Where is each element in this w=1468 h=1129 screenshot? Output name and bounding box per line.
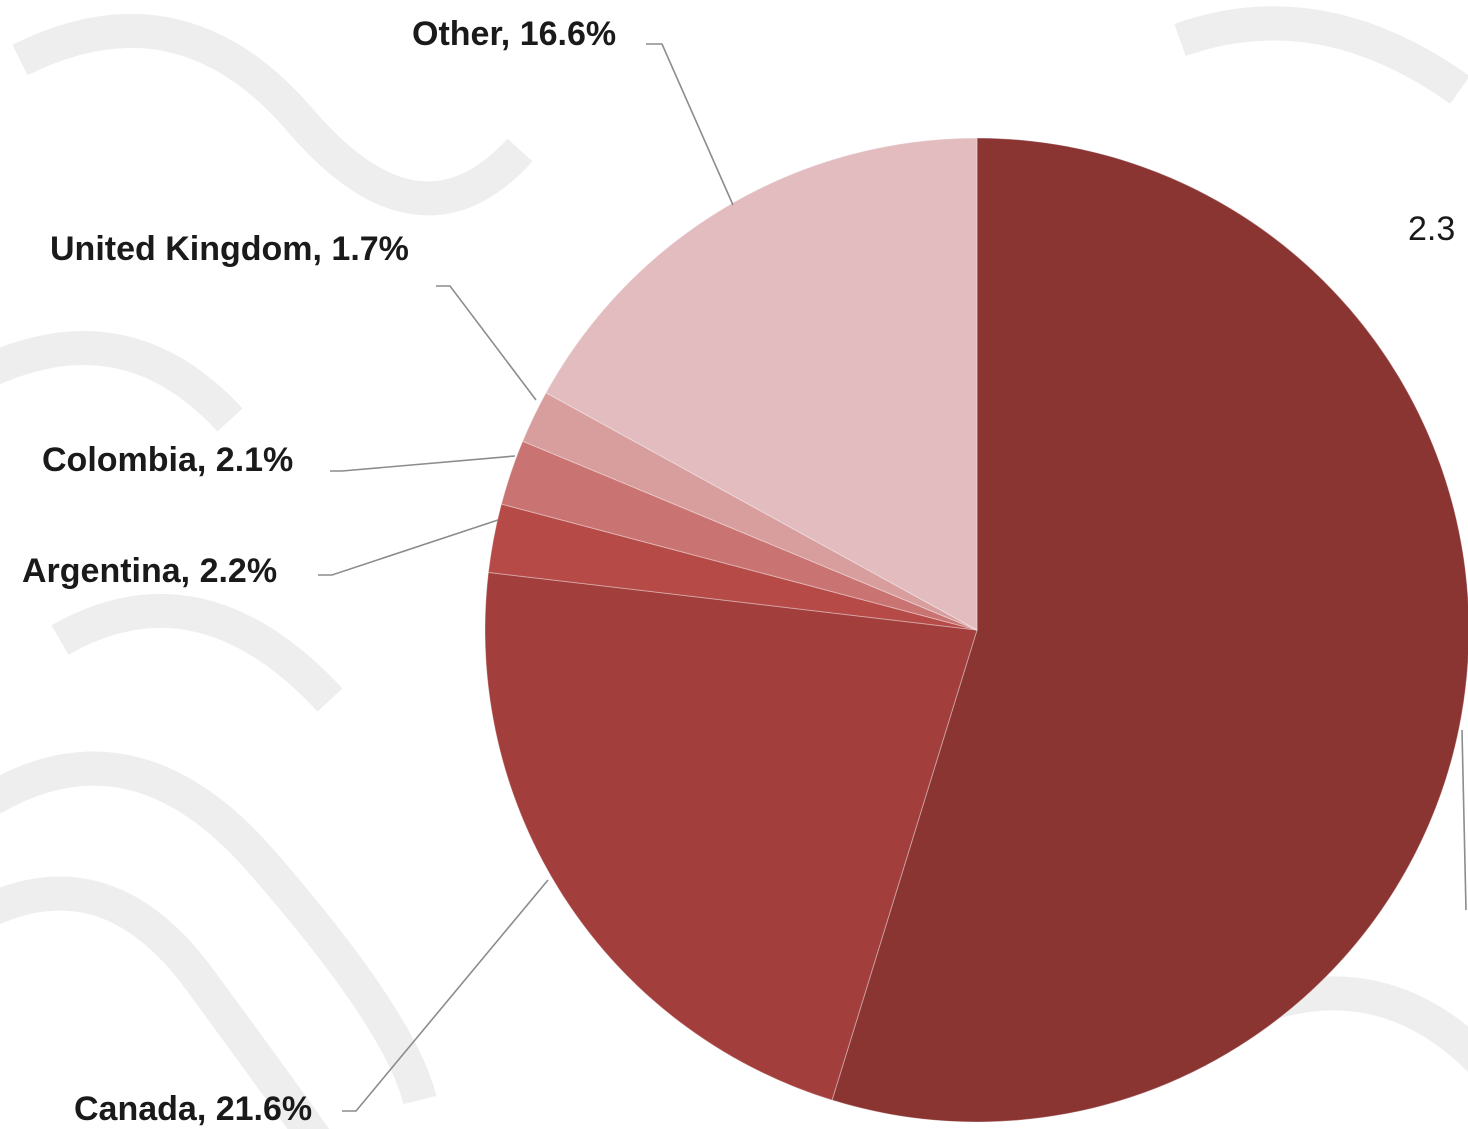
leader-lines xyxy=(318,43,1467,1112)
label-other: Other, 16.6% xyxy=(412,15,616,53)
pie-slice-other xyxy=(545,137,978,631)
leader-united-kingdom xyxy=(436,285,537,401)
leader-canada xyxy=(342,879,549,1112)
label-colombia: Colombia, 2.1% xyxy=(42,441,293,479)
pie-slice-largest xyxy=(831,137,1468,1123)
label-argentina: Argentina, 2.2% xyxy=(22,552,277,590)
label-canada: Canada, 21.6% xyxy=(74,1090,312,1128)
leader-largest-slice xyxy=(1461,729,1467,911)
leader-other xyxy=(646,43,734,206)
pie-slice-united-kingdom xyxy=(522,392,978,631)
leader-colombia xyxy=(330,455,516,472)
pie-slice-colombia xyxy=(500,440,978,631)
pie-slice-argentina xyxy=(487,503,978,631)
label-largest-slice-partial: 2.3 xyxy=(1408,210,1455,248)
leader-argentina xyxy=(318,519,499,576)
pie-slice-canada xyxy=(484,571,978,1101)
pie-slices xyxy=(484,137,1468,1123)
label-united-kingdom: United Kingdom, 1.7% xyxy=(50,230,409,268)
slice-labels: Other, 16.6% United Kingdom, 1.7% Colomb… xyxy=(22,15,1455,1128)
